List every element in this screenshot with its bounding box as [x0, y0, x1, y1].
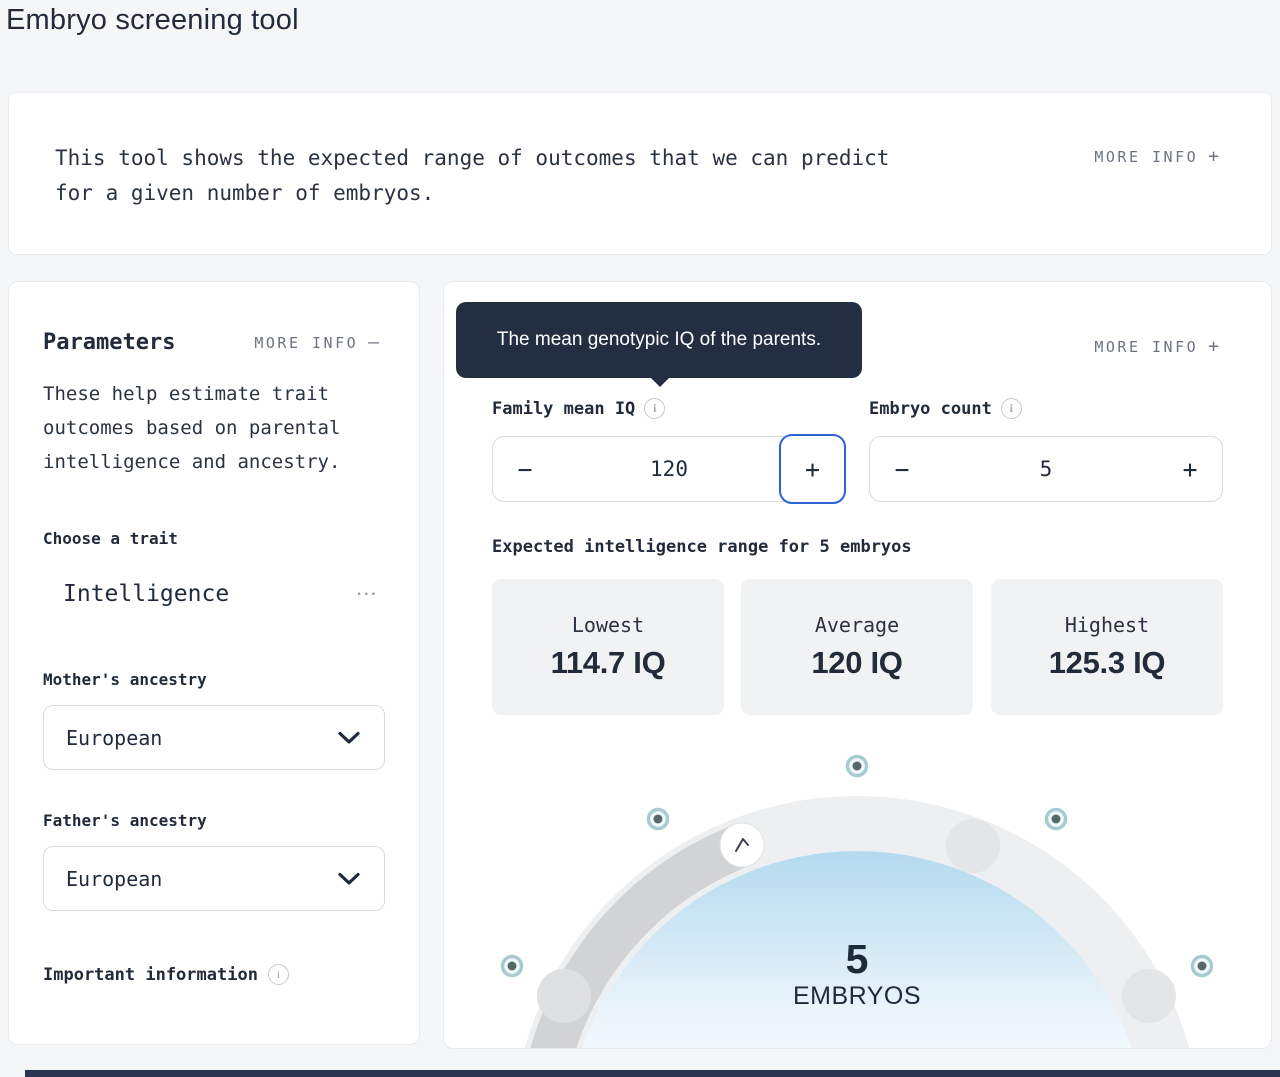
intro-more-info-button[interactable]: MORE INFO + — [1094, 146, 1219, 167]
more-info-label: MORE INFO — [254, 333, 359, 352]
father-ancestry-label: Father's ancestry — [43, 811, 207, 830]
parameters-description: These help estimate trait outcomes based… — [43, 383, 341, 473]
orbit-marker — [845, 754, 869, 778]
mother-ancestry-value: European — [66, 725, 163, 750]
gauge-tick-dot — [946, 819, 1000, 873]
page-title: Embryo screening tool — [6, 4, 299, 36]
trait-label: Choose a trait — [43, 529, 178, 548]
embryo-gauge — [500, 754, 1214, 1048]
embryo-count-increment-button[interactable]: + — [1158, 437, 1222, 501]
stat-card-average: Average 120 IQ — [741, 579, 973, 715]
simulator-panel: 5 EMBRYOS MORE INFO + Family mean IQ i E… — [443, 281, 1272, 1049]
intro-card: This tool shows the expected range of ou… — [8, 92, 1272, 255]
gauge-tick-dot — [1122, 969, 1176, 1023]
bottom-bar — [25, 1070, 1280, 1077]
gauge-center-readout: 5 EMBRYOS — [757, 936, 957, 1011]
orbit-marker — [1190, 954, 1214, 978]
simulator-more-info-button[interactable]: MORE INFO + — [1094, 336, 1219, 357]
parameters-panel: Parameters MORE INFO — These help estima… — [8, 281, 420, 1045]
gauge-knob[interactable] — [719, 822, 765, 868]
father-ancestry-value: European — [66, 866, 163, 891]
gauge-ring — [524, 796, 1190, 1048]
stat-label: Lowest — [571, 613, 645, 637]
range-heading: Expected intelligence range for 5 embryo… — [492, 537, 912, 557]
plus-icon: + — [1208, 336, 1219, 357]
gauge-embryo-count: 5 — [845, 936, 869, 982]
gauge-dome — [582, 851, 1132, 1048]
trait-selector[interactable]: Intelligence ••• — [43, 570, 379, 618]
stat-value: 125.3 IQ — [1048, 645, 1166, 680]
father-ancestry-select[interactable]: European — [43, 846, 385, 911]
stat-value: 114.7 IQ — [550, 645, 666, 680]
family-iq-increment-button[interactable]: + — [779, 434, 846, 504]
parameters-more-info-button[interactable]: MORE INFO — — [254, 332, 379, 353]
stat-label: Highest — [1064, 613, 1150, 637]
stat-label: Average — [814, 613, 900, 637]
family-mean-iq-label: Family mean IQ — [492, 398, 636, 419]
tooltip-text: The mean genotypic IQ of the parents. — [496, 329, 822, 350]
info-icon[interactable]: i — [1000, 398, 1022, 419]
info-icon[interactable]: i — [267, 964, 289, 985]
tooltip-arrow — [650, 377, 670, 387]
embryo-count-stepper: − 5 + — [869, 436, 1223, 502]
more-info-label: MORE INFO — [1094, 147, 1199, 166]
family-iq-decrement-button[interactable]: − — [493, 437, 557, 501]
stat-card-highest: Highest 125.3 IQ — [991, 579, 1223, 715]
stat-value: 120 IQ — [811, 645, 903, 680]
important-information-label: Important information — [43, 964, 258, 985]
minus-icon: — — [368, 332, 379, 353]
family-iq-stepper: − 120 + — [492, 434, 846, 504]
intro-text: This tool shows the expected range of ou… — [55, 146, 890, 205]
more-info-label: MORE INFO — [1094, 337, 1199, 356]
trait-value: Intelligence — [63, 581, 230, 607]
more-options-icon[interactable]: ••• — [357, 589, 379, 599]
gauge-unit-label: EMBRYOS — [792, 982, 922, 1010]
mother-ancestry-label: Mother's ancestry — [43, 670, 207, 689]
gauge-tick-dot — [537, 969, 591, 1023]
embryo-count-decrement-button[interactable]: − — [870, 437, 934, 501]
parameters-title: Parameters — [43, 330, 176, 355]
orbit-marker — [1044, 807, 1068, 831]
orbit-marker — [500, 954, 524, 978]
plus-icon: + — [1208, 146, 1219, 167]
chevron-down-icon — [338, 731, 360, 744]
tooltip: The mean genotypic IQ of the parents. — [456, 302, 862, 387]
mother-ancestry-select[interactable]: European — [43, 705, 385, 770]
info-icon[interactable]: i — [644, 398, 666, 419]
stat-card-lowest: Lowest 114.7 IQ — [492, 579, 724, 715]
orbit-marker — [646, 807, 670, 831]
embryo-count-label: Embryo count — [869, 398, 992, 419]
chevron-down-icon — [338, 872, 360, 885]
